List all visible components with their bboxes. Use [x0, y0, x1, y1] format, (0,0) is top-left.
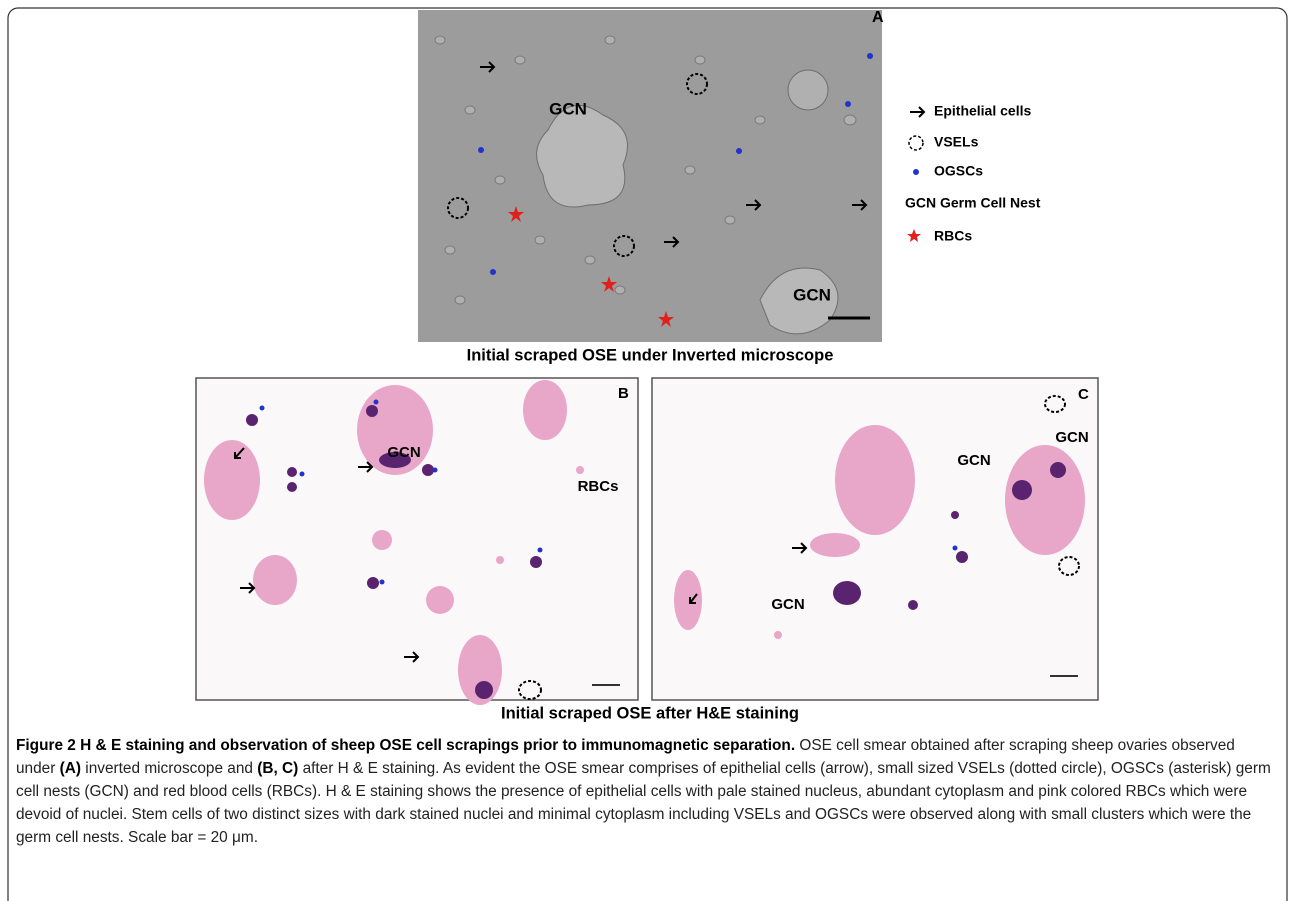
- panel-caption: Initial scraped OSE after H&E staining: [501, 704, 799, 722]
- panel-label: C: [1078, 386, 1089, 403]
- panel-b-image: [196, 378, 638, 705]
- annotation: GCN: [549, 99, 587, 118]
- caption-ref: (A): [60, 760, 81, 777]
- annotation: RBCs: [578, 478, 619, 495]
- caption-ref: (B, C): [257, 760, 298, 777]
- page: A GCN GCN Epithelial cells VSELs OGSCs G…: [0, 0, 1290, 901]
- annotation: GCN: [957, 452, 990, 469]
- figure-caption: Figure 2 H & E staining and observation …: [16, 734, 1278, 849]
- caption-title: H & E staining and observation of sheep …: [80, 737, 795, 754]
- annotation: GCN: [1055, 429, 1088, 446]
- annotation: GCN: [387, 444, 420, 461]
- panel-c-image: [652, 378, 1098, 700]
- panel-caption: Initial scraped OSE under Inverted micro…: [467, 346, 834, 364]
- legend-symbols: [907, 107, 924, 242]
- panel-label: A: [872, 9, 884, 26]
- legend-label: GCN Germ Cell Nest: [905, 195, 1041, 211]
- caption-text: inverted microscope and: [81, 760, 257, 777]
- caption-label: Figure 2: [16, 737, 76, 754]
- panel-label: B: [618, 385, 629, 402]
- legend-label: RBCs: [934, 228, 972, 244]
- legend-label: OGSCs: [934, 163, 983, 179]
- legend-label: Epithelial cells: [934, 103, 1031, 119]
- annotation: GCN: [793, 285, 831, 304]
- annotation: GCN: [771, 596, 804, 613]
- legend-label: VSELs: [934, 134, 979, 150]
